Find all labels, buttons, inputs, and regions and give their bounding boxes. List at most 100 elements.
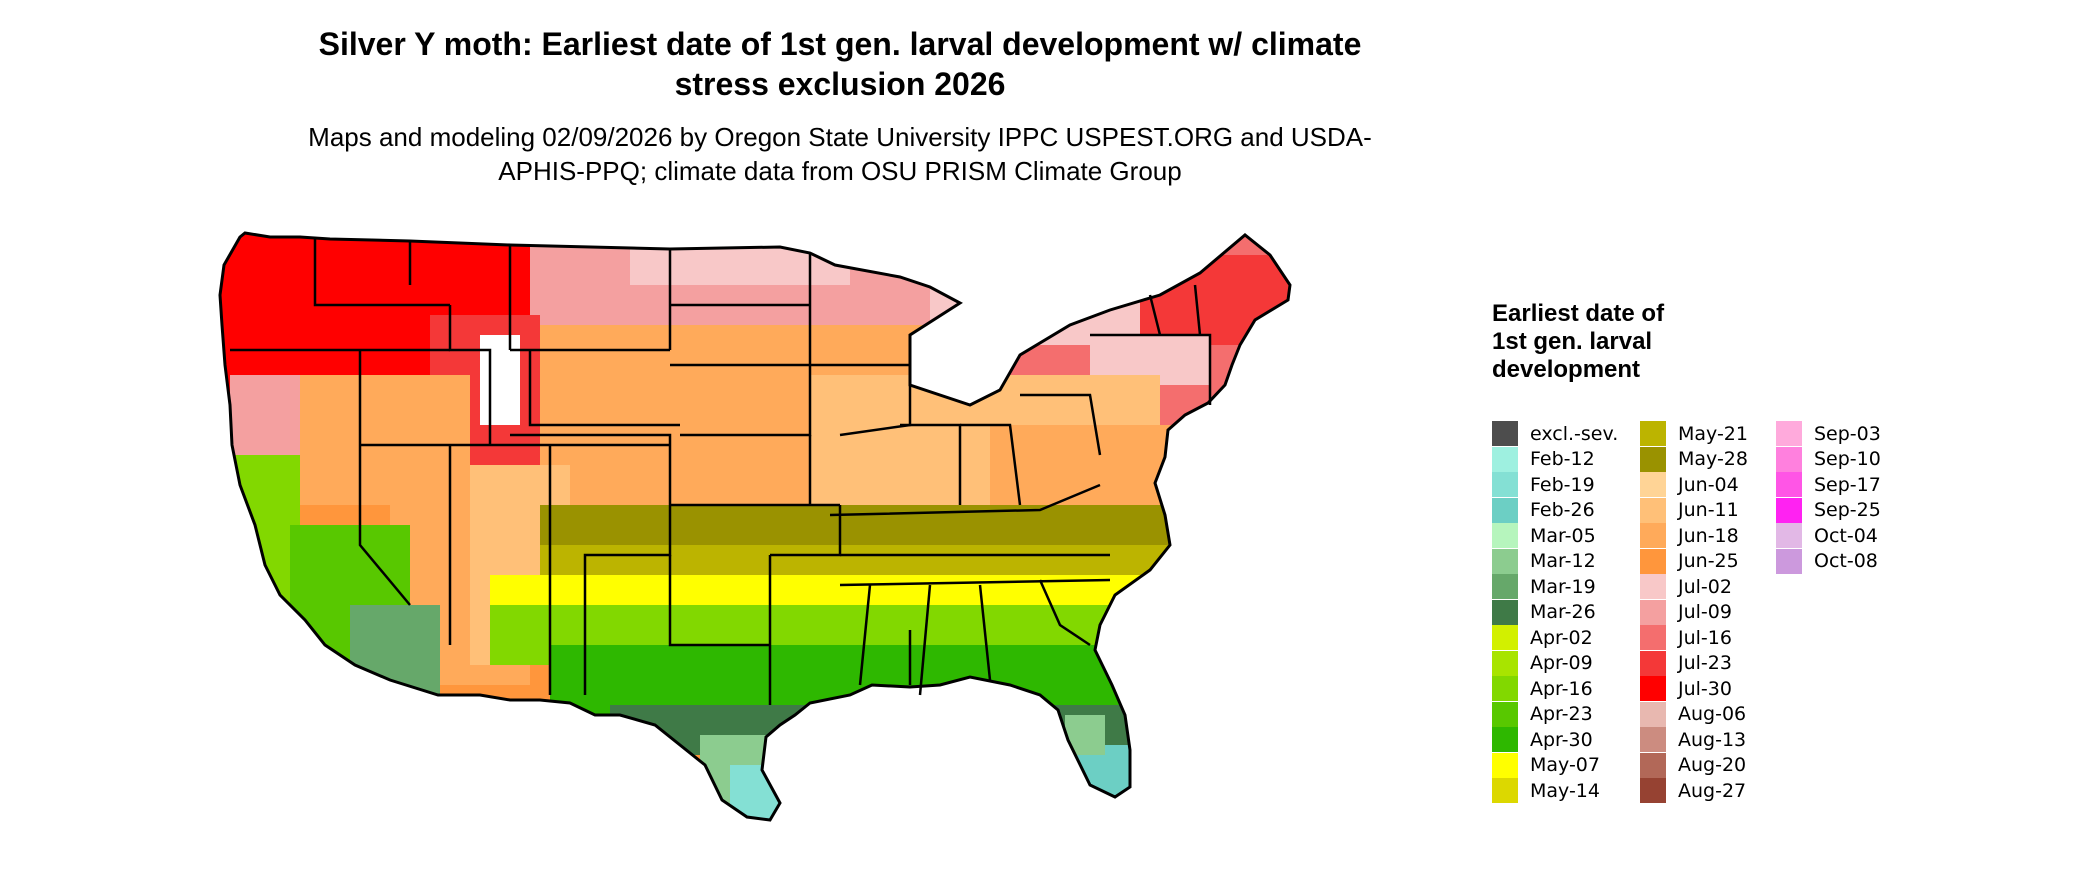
legend-swatch <box>1492 421 1518 447</box>
legend-swatch <box>1492 599 1518 625</box>
legend-swatch <box>1492 523 1518 549</box>
legend-label: Apr-30 <box>1530 728 1593 751</box>
legend-item: Jun-18 <box>1640 523 1748 549</box>
legend-swatch <box>1776 421 1802 447</box>
legend-label: Oct-08 <box>1814 550 1878 573</box>
legend-item: Mar-05 <box>1492 523 1618 549</box>
legend-label: Mar-19 <box>1530 575 1596 598</box>
legend-item: Jul-16 <box>1640 625 1748 651</box>
legend-label: Apr-23 <box>1530 703 1593 726</box>
legend-label: Mar-12 <box>1530 550 1596 573</box>
legend-label: Feb-26 <box>1530 499 1595 522</box>
legend-swatch <box>1492 701 1518 727</box>
legend-swatch <box>1640 497 1666 523</box>
legend-swatch <box>1640 701 1666 727</box>
legend-item: Oct-04 <box>1776 523 1881 549</box>
legend-label: May-07 <box>1530 754 1600 777</box>
legend-item: Mar-12 <box>1492 548 1618 575</box>
legend-label: Aug-27 <box>1678 779 1747 802</box>
legend-label: Aug-06 <box>1678 703 1747 726</box>
legend-item: Apr-23 <box>1492 701 1618 728</box>
legend-label: excl.-sev. <box>1530 422 1619 445</box>
legend-item: Mar-19 <box>1492 574 1618 600</box>
legend-label: Apr-02 <box>1530 626 1593 649</box>
legend-swatch <box>1492 574 1518 600</box>
legend-item: Aug-20 <box>1640 752 1748 779</box>
legend-swatch <box>1776 497 1802 523</box>
legend-item: May-21 <box>1640 421 1748 447</box>
legend-label: Oct-04 <box>1814 524 1878 547</box>
legend-title: Earliest date of 1st gen. larval develop… <box>1492 300 1665 383</box>
legend-item: Feb-26 <box>1492 497 1618 524</box>
legend-label: May-28 <box>1678 448 1748 471</box>
legend-item: Jun-11 <box>1640 497 1748 524</box>
legend-label: Jun-25 <box>1678 550 1739 573</box>
legend-item: excl.-sev. <box>1492 421 1618 447</box>
legend-swatch <box>1492 548 1518 574</box>
legend-label: Feb-19 <box>1530 473 1595 496</box>
legend-swatch <box>1640 472 1666 498</box>
legend-swatch <box>1640 676 1666 702</box>
legend-swatch <box>1492 497 1518 523</box>
legend-swatch <box>1492 650 1518 676</box>
legend-label: Jul-30 <box>1678 677 1732 700</box>
state-borders <box>230 239 1212 705</box>
legend-label: Sep-03 <box>1814 422 1881 445</box>
legend-item: Sep-03 <box>1776 421 1881 447</box>
legend-swatch <box>1640 446 1666 472</box>
legend-column-2: May-21 May-28 Jun-04 Jun-11 Jun-18 Jun-2… <box>1640 421 1748 804</box>
legend-item: Feb-19 <box>1492 472 1618 498</box>
legend-label: Jul-16 <box>1678 626 1732 649</box>
legend-label: Jun-18 <box>1678 524 1739 547</box>
legend-swatch <box>1640 778 1666 804</box>
legend-label: Sep-10 <box>1814 448 1881 471</box>
legend-item: Apr-30 <box>1492 727 1618 753</box>
legend-label: Jul-23 <box>1678 652 1732 675</box>
legend-swatch <box>1492 446 1518 472</box>
legend-item: Mar-26 <box>1492 599 1618 626</box>
legend-column-3: Sep-03 Sep-10 Sep-17 Sep-25 Oct-04 Oct-0… <box>1776 421 1881 574</box>
legend-item: Jun-04 <box>1640 472 1748 498</box>
legend-label: Feb-12 <box>1530 448 1595 471</box>
legend-swatch <box>1492 472 1518 498</box>
legend-swatch <box>1492 727 1518 753</box>
legend-item: Sep-17 <box>1776 472 1881 498</box>
legend-item: Jul-23 <box>1640 650 1748 677</box>
legend-swatch <box>1776 446 1802 472</box>
legend-label: Sep-25 <box>1814 499 1881 522</box>
legend-label: May-14 <box>1530 779 1600 802</box>
legend-label: Jul-09 <box>1678 601 1732 624</box>
legend-swatch <box>1776 548 1802 574</box>
legend-label: Jun-11 <box>1678 499 1739 522</box>
legend-swatch <box>1492 752 1518 778</box>
legend-swatch <box>1492 778 1518 804</box>
legend-item: Oct-08 <box>1776 548 1881 575</box>
legend-label: Sep-17 <box>1814 473 1881 496</box>
legend-label: Apr-16 <box>1530 677 1593 700</box>
map-subtitle: Maps and modeling 02/09/2026 by Oregon S… <box>308 122 1372 186</box>
legend-swatch <box>1640 548 1666 574</box>
legend-label: Aug-20 <box>1678 754 1747 777</box>
legend-item: May-07 <box>1492 752 1618 779</box>
legend-swatch <box>1640 752 1666 778</box>
legend-item: May-28 <box>1640 446 1748 473</box>
legend-swatch <box>1640 523 1666 549</box>
legend-label: May-21 <box>1678 422 1748 445</box>
legend-swatch <box>1640 421 1666 447</box>
legend-swatch <box>1492 625 1518 651</box>
legend-swatch <box>1640 727 1666 753</box>
legend-item: Aug-06 <box>1640 701 1748 728</box>
us-phenology-map <box>218 231 1292 822</box>
map-title: Silver Y moth: Earliest date of 1st gen.… <box>318 26 1362 102</box>
legend-item: Aug-27 <box>1640 778 1748 804</box>
legend-label: Aug-13 <box>1678 728 1747 751</box>
legend-swatch <box>1776 472 1802 498</box>
legend-item: Jul-02 <box>1640 574 1748 600</box>
legend-item: Feb-12 <box>1492 446 1618 473</box>
legend-item: Apr-09 <box>1492 650 1618 677</box>
legend-item: Apr-16 <box>1492 676 1618 702</box>
legend-swatch <box>1492 676 1518 702</box>
legend-item: Apr-02 <box>1492 625 1618 651</box>
legend-swatch <box>1640 625 1666 651</box>
legend-item: May-14 <box>1492 778 1618 804</box>
